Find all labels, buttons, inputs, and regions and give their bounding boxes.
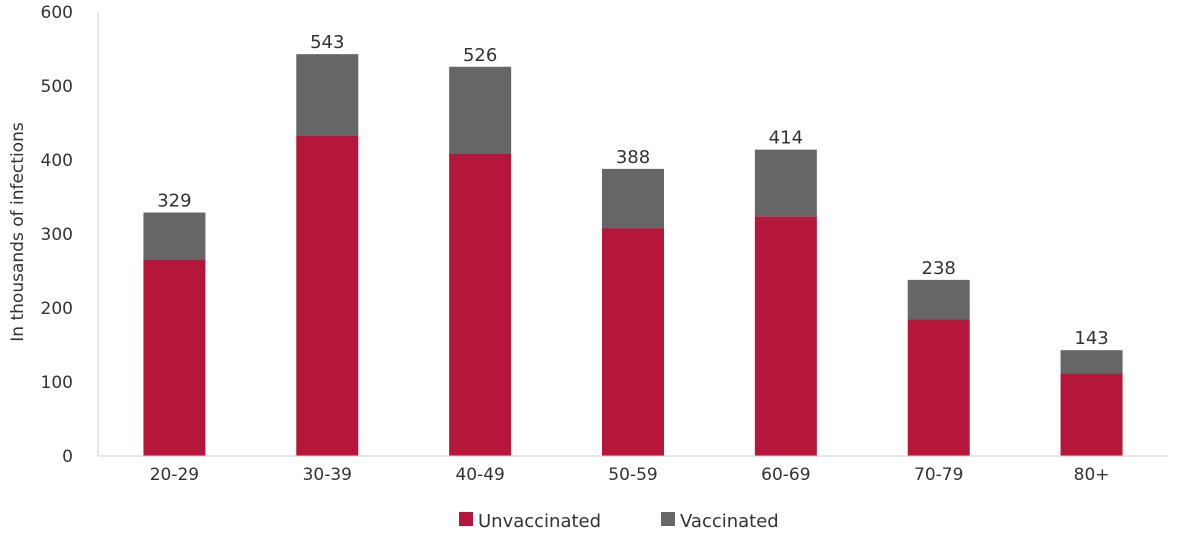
bar-segment-unvaccinated-30-39 <box>296 135 359 456</box>
x-tick-label: 80+ <box>1074 465 1110 485</box>
bar-total-label: 329 <box>157 191 191 212</box>
bar-segment-vaccinated-80+ <box>1060 350 1123 374</box>
bar-segment-vaccinated-30-39 <box>296 54 359 136</box>
y-tick-label: 300 <box>41 225 73 245</box>
y-axis: 0 100 200 300 400 500 600 <box>41 3 99 467</box>
y-tick-label: 0 <box>62 447 73 467</box>
x-tick-label: 40-49 <box>455 465 504 485</box>
legend-label: Unvaccinated <box>478 511 601 532</box>
x-tick-label: 60-69 <box>761 465 810 485</box>
bar-total-label: 388 <box>616 147 650 168</box>
bar-segment-unvaccinated-20-29 <box>143 259 206 456</box>
legend: Unvaccinated Vaccinated <box>459 511 779 532</box>
bar-segment-vaccinated-70-79 <box>907 279 970 320</box>
bar-total-label: 143 <box>1074 328 1108 349</box>
bar-total-label: 543 <box>310 32 344 53</box>
x-tick-label: 70-79 <box>914 465 963 485</box>
bars: 329 543 526 388 414 238 143 <box>143 32 1123 456</box>
legend-swatch <box>459 512 473 526</box>
legend-label: Vaccinated <box>680 511 779 532</box>
x-tick-label: 20-29 <box>150 465 199 485</box>
x-tick-label: 30-39 <box>303 465 352 485</box>
y-tick-label: 100 <box>41 373 73 393</box>
x-tick-label: 50-59 <box>608 465 657 485</box>
bar-segment-vaccinated-40-49 <box>449 66 512 154</box>
y-tick-label: 500 <box>41 77 73 97</box>
legend-item-unvaccinated: Unvaccinated <box>459 511 601 532</box>
bar-total-label: 414 <box>769 128 803 149</box>
y-tick-label: 200 <box>41 299 73 319</box>
bar-segment-unvaccinated-50-59 <box>602 228 664 456</box>
bar-segment-unvaccinated-70-79 <box>907 319 970 456</box>
legend-swatch <box>661 512 675 526</box>
bar-segment-vaccinated-20-29 <box>143 212 206 260</box>
y-tick-label: 600 <box>41 3 73 23</box>
bar-segment-unvaccinated-40-49 <box>449 153 512 456</box>
bar-segment-unvaccinated-80+ <box>1060 373 1123 456</box>
bar-segment-unvaccinated-60-69 <box>754 216 817 456</box>
y-tick-label: 400 <box>41 151 73 171</box>
legend-item-vaccinated: Vaccinated <box>661 511 779 532</box>
bar-total-label: 238 <box>922 258 956 279</box>
bar-segment-vaccinated-50-59 <box>602 168 664 229</box>
bar-segment-vaccinated-60-69 <box>754 149 817 217</box>
x-axis: 20-29 30-39 40-49 50-59 60-69 70-79 80+ <box>98 455 1168 485</box>
bar-total-label: 526 <box>463 45 497 66</box>
y-axis-title: In thousands of infections <box>8 122 28 342</box>
